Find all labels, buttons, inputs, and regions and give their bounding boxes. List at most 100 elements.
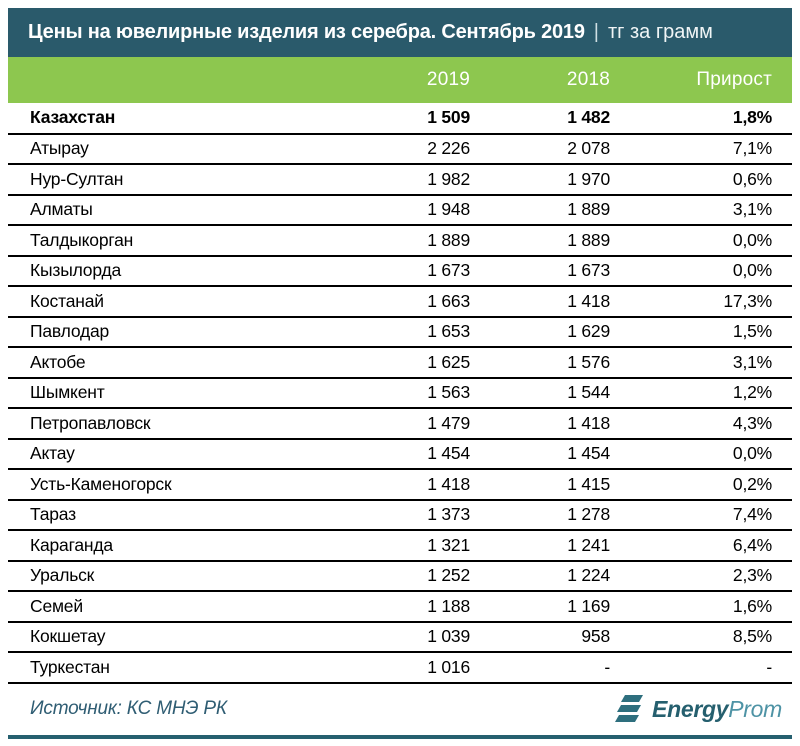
column-header-2019: 2019 — [426, 69, 470, 90]
price-2019: 1 509 — [427, 107, 470, 128]
price-2019: 1 479 — [427, 412, 470, 433]
price-2018: 1 241 — [567, 534, 610, 555]
region-name: Атырау — [30, 138, 89, 159]
table-row: Казахстан 1 509 1 482 1,8% — [8, 103, 792, 134]
region-name: Актобе — [30, 351, 86, 372]
table-header: 2019 2018 Прирост — [8, 57, 792, 103]
column-header-growth: Прирост — [696, 69, 772, 90]
price-2019: 1 373 — [427, 504, 470, 525]
price-2019: 1 016 — [427, 656, 470, 677]
growth-value: 17,3% — [723, 290, 772, 311]
table-row: Актобе 1 625 1 576 3,1% — [8, 347, 792, 378]
energyprom-logo-icon — [613, 695, 645, 723]
price-2018: 1 418 — [567, 412, 610, 433]
source-note: Источник: КС МНЭ РК — [30, 698, 227, 719]
logo-text-energy: Energy — [652, 695, 729, 722]
growth-value: 0,6% — [732, 168, 772, 189]
region-name: Петропавловск — [30, 412, 151, 433]
price-2019: 1 252 — [427, 565, 470, 586]
growth-value: 7,4% — [732, 504, 772, 525]
table-row: Алматы 1 948 1 889 3,1% — [8, 195, 792, 225]
price-2018: 1 889 — [567, 199, 610, 220]
table-body: Казахстан 1 509 1 482 1,8% Атырау 2 226 … — [8, 103, 792, 683]
growth-value: 2,3% — [732, 565, 772, 586]
price-2018: 1 278 — [567, 504, 610, 525]
growth-value: - — [766, 656, 772, 677]
price-2019: 1 889 — [427, 229, 470, 250]
price-2018: 1 454 — [567, 443, 610, 464]
region-name: Павлодар — [30, 321, 110, 342]
price-2018: 1 576 — [567, 351, 610, 372]
table-row: Талдыкорган 1 889 1 889 0,0% — [8, 225, 792, 256]
column-header-2018: 2018 — [566, 69, 610, 90]
region-name: Нур-Султан — [30, 168, 124, 189]
table-row: Кокшетау 1 039 958 8,5% — [8, 622, 792, 652]
price-2019: 1 653 — [427, 321, 470, 342]
region-name: Уральск — [30, 565, 95, 586]
table-row: Петропавловск 1 479 1 418 4,3% — [8, 408, 792, 439]
region-name: Алматы — [30, 199, 93, 220]
region-name: Казахстан — [30, 107, 116, 128]
table-row: Усть-Каменогорск 1 418 1 415 0,2% — [8, 469, 792, 500]
footer: Источник: КС МНЭ РК EnergyProm — [8, 684, 792, 735]
table-row: Костанай 1 663 1 418 17,3% — [8, 286, 792, 317]
table-row: Семей 1 188 1 169 1,6% — [8, 591, 792, 622]
column-header-region — [8, 57, 320, 103]
price-2019: 1 663 — [427, 290, 470, 311]
growth-value: 3,1% — [732, 351, 772, 372]
region-name: Талдыкорган — [30, 229, 134, 250]
table-row: Кызылорда 1 673 1 673 0,0% — [8, 256, 792, 286]
growth-value: 0,2% — [732, 473, 772, 494]
growth-value: 0,0% — [732, 260, 772, 281]
growth-value: 0,0% — [732, 443, 772, 464]
region-name: Шымкент — [30, 382, 105, 403]
price-2018: 1 169 — [567, 595, 610, 616]
price-2019: 1 188 — [427, 595, 470, 616]
price-2018: 1 482 — [567, 107, 610, 128]
table-row: Уральск 1 252 1 224 2,3% — [8, 561, 792, 591]
growth-value: 8,5% — [732, 626, 772, 647]
growth-value: 1,5% — [732, 321, 772, 342]
growth-value: 6,4% — [732, 534, 772, 555]
price-2018: - — [604, 656, 610, 677]
price-2019: 1 321 — [427, 534, 470, 555]
growth-value: 4,3% — [732, 412, 772, 433]
price-2019: 1 982 — [427, 168, 470, 189]
price-2019: 1 625 — [427, 351, 470, 372]
growth-value: 7,1% — [732, 138, 772, 159]
price-2019: 2 226 — [427, 138, 470, 159]
price-2019: 1 418 — [427, 473, 470, 494]
price-2018: 1 629 — [567, 321, 610, 342]
price-2018: 1 418 — [567, 290, 610, 311]
bottom-accent-bar — [8, 734, 792, 739]
region-name: Усть-Каменогорск — [30, 473, 172, 494]
title-unit: тг за грамм — [607, 21, 713, 43]
region-name: Костанай — [30, 290, 104, 311]
logo-text-prom: Prom — [728, 695, 782, 722]
price-2019: 1 673 — [427, 260, 470, 281]
energyprom-logo-text: EnergyProm — [652, 696, 782, 723]
price-2018: 1 224 — [567, 565, 610, 586]
price-2018: 1 970 — [567, 168, 610, 189]
price-2019: 1 039 — [427, 626, 470, 647]
title-separator: | — [593, 21, 599, 43]
price-2018: 2 078 — [567, 138, 610, 159]
region-name: Караганда — [30, 534, 113, 555]
growth-value: 1,8% — [732, 107, 772, 128]
table-row: Туркестан 1 016 - - — [8, 652, 792, 683]
price-2018: 1 889 — [567, 229, 610, 250]
price-2018: 1 415 — [567, 473, 610, 494]
price-2019: 1 948 — [427, 199, 470, 220]
energyprom-logo: EnergyProm — [613, 695, 782, 723]
table-row: Тараз 1 373 1 278 7,4% — [8, 500, 792, 530]
region-name: Туркестан — [30, 656, 110, 677]
table-header-row: 2019 2018 Прирост — [8, 57, 792, 103]
growth-value: 3,1% — [732, 199, 772, 220]
page-title: Цены на ювелирные изделия из серебра. Се… — [28, 21, 585, 43]
table-row: Нур-Султан 1 982 1 970 0,6% — [8, 164, 792, 195]
region-name: Семей — [30, 595, 83, 616]
table-row: Караганда 1 321 1 241 6,4% — [8, 530, 792, 561]
growth-value: 0,0% — [732, 229, 772, 250]
region-name: Актау — [30, 443, 75, 464]
